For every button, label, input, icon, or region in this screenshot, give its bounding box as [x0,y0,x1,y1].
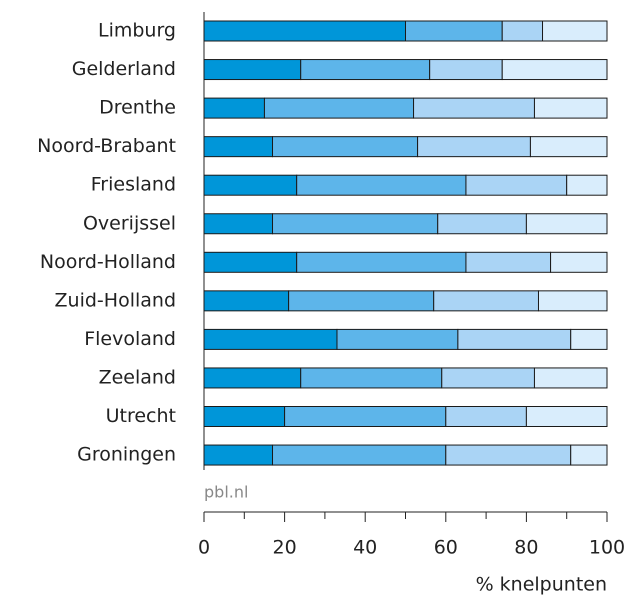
x-tick-label: 100 [589,537,625,559]
category-label: Limburg [98,20,176,42]
bar-segment [525,406,608,427]
bar-segment [437,213,527,235]
bar-segment [296,174,467,196]
x-tick-label: 20 [273,537,297,559]
category-label: Utrecht [106,405,176,427]
category-label: Groningen [77,444,176,466]
bar-segment [263,97,415,119]
category-label: Noord-Holland [40,251,176,273]
bar-segment [284,406,447,427]
category-label: Friesland [91,174,176,196]
category-label: Noord-Brabant [37,135,176,157]
bar-segment [570,444,608,466]
bar-segment [542,20,608,42]
bar-segment [457,328,572,350]
bar-segment [203,444,274,466]
bar-segment [203,328,338,350]
bar-segment [296,251,467,273]
x-axis-label: % knelpunten [476,574,607,596]
bar-segment [203,20,406,42]
bar-segment [203,213,274,235]
x-tick-label: 40 [353,537,377,559]
bar-segment [272,213,439,235]
category-label: Overijssel [83,212,176,234]
x-tick-label: 80 [514,537,538,559]
bar-segment [272,136,419,158]
bar-segment [417,136,531,158]
source: pbl.nl [204,483,248,502]
bar-segment [550,251,608,273]
category-label: Drenthe [99,97,176,119]
category-label: Gelderland [72,58,176,80]
bar-segment [413,97,535,119]
bar-segment [465,174,568,196]
x-tick-label: 60 [434,537,458,559]
category-label: Zuid-Holland [55,289,176,311]
bar-segment [433,290,539,312]
bar-segment [203,174,298,196]
bar-segment [288,290,435,312]
bar-segment [465,251,552,273]
bar-segment [525,213,608,235]
bar-segment [501,20,544,42]
category-label: Zeeland [99,366,176,388]
bar-segment [529,136,608,158]
bar-segment [405,20,503,42]
x-tick-label: 0 [198,537,210,559]
bar-segment [533,97,608,119]
bar-segment [445,444,572,466]
bar-segment [533,367,608,389]
bar-segment [272,444,447,466]
bar-segment [203,59,302,81]
category-label: Flevoland [84,328,176,350]
bar-segment [570,328,608,350]
bar-segment [501,59,608,81]
bar-segment [445,406,527,427]
bar-segment [429,59,503,81]
bar-segment [203,406,286,427]
bar-segment [336,328,459,350]
bar-segment [300,367,443,389]
bar-segment [203,97,265,119]
bar-segment [203,290,290,312]
bar-segment [300,59,431,81]
bar-segment [441,367,535,389]
bar-segment [203,367,302,389]
bar-segment [537,290,608,312]
bar-segment [566,174,608,196]
bar-segment [203,136,274,158]
bar-segment [203,251,298,273]
